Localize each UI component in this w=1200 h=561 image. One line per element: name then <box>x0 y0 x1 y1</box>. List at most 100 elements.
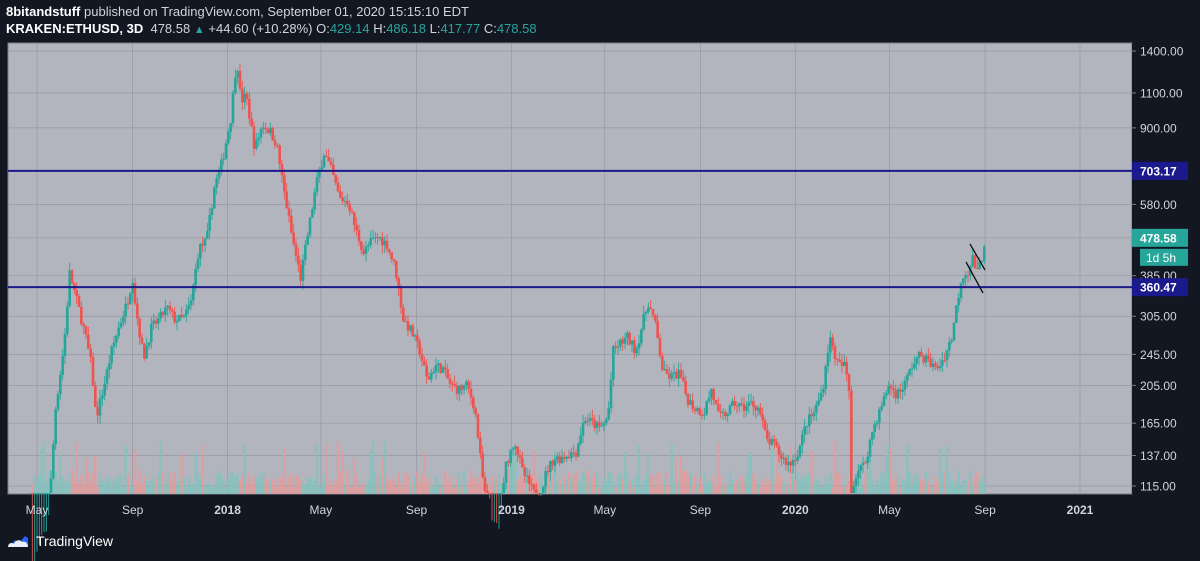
volume-bar <box>469 470 473 494</box>
candle-body <box>861 462 865 466</box>
volume-bar <box>378 474 382 494</box>
candle-body <box>381 236 384 246</box>
candle-body <box>483 477 487 491</box>
symbol-label[interactable]: KRAKEN:ETHUSD, 3D <box>6 21 144 36</box>
volume-bar <box>593 471 596 494</box>
volume-bar <box>826 483 830 494</box>
candle-body <box>311 209 314 218</box>
candle-body <box>91 356 95 386</box>
candle-body <box>924 355 928 363</box>
candle-body <box>327 157 330 162</box>
volume-bar <box>145 480 148 494</box>
last-price-label: 478.58 <box>1140 231 1177 245</box>
candle-body <box>616 346 620 348</box>
candle-body <box>178 314 181 321</box>
volume-bar <box>637 445 641 494</box>
volume-bar <box>705 484 708 494</box>
candle-body <box>336 182 340 192</box>
candle-body <box>383 240 386 246</box>
volume-bar <box>66 482 69 494</box>
volume-bar <box>738 482 741 494</box>
volume-bar <box>696 483 699 494</box>
volume-bar <box>931 487 935 494</box>
candle-body <box>647 307 650 312</box>
candle-body <box>234 77 237 93</box>
candle-body <box>161 311 165 315</box>
time-axis[interactable]: May Sep 2018 May Sep 2019 May Sep 2020 May Sep 2021 <box>26 503 1094 517</box>
horizontal-levels[interactable] <box>8 169 1132 289</box>
candle-body <box>588 418 592 422</box>
candle-body <box>654 315 657 321</box>
volume-bar <box>178 480 181 494</box>
candle-body <box>572 452 575 454</box>
price-axis-bg[interactable] <box>1132 43 1200 494</box>
candle-body <box>649 307 652 310</box>
volume-bar <box>103 481 106 494</box>
volume-bar <box>397 472 400 494</box>
volume-bar <box>47 471 50 494</box>
volume-bar <box>355 475 358 494</box>
volume-bar <box>880 472 883 494</box>
volume-bar <box>241 475 244 494</box>
symbol-info: KRAKEN:ETHUSD, 3D 478.58 ▲ +44.60 (+10.2… <box>6 21 537 36</box>
candle-body <box>833 346 837 359</box>
candle-body <box>509 449 512 463</box>
candle-body <box>843 361 846 366</box>
candle-body <box>199 243 202 259</box>
volume-bar <box>703 471 706 494</box>
candle-body <box>899 389 902 392</box>
volume-bar <box>292 487 295 494</box>
candle-body <box>889 385 893 389</box>
volume-bar <box>810 451 813 494</box>
candle-body <box>745 405 748 411</box>
candle-body <box>724 412 727 417</box>
volume-bar <box>194 453 197 494</box>
volume-bar <box>362 483 365 494</box>
candle-body <box>665 369 669 374</box>
candle-body <box>308 217 312 236</box>
candle-body <box>976 268 979 270</box>
volume-bar <box>465 487 468 494</box>
candle-body <box>511 448 515 450</box>
author-name[interactable]: 8bitandstuff <box>6 4 81 19</box>
candle-body <box>675 372 678 379</box>
candle-body <box>103 383 106 396</box>
tradingview-logo[interactable]: TradingView <box>6 533 113 549</box>
time-tick-label: Sep <box>406 503 428 517</box>
volume-bar <box>164 484 167 494</box>
volume-bar <box>105 480 109 494</box>
candle-body <box>686 393 690 405</box>
candle-body <box>915 357 918 364</box>
candle-body <box>87 334 90 349</box>
candle-body <box>607 408 610 420</box>
volume-bar <box>630 479 634 494</box>
volume-bar <box>87 471 90 494</box>
volume-bar <box>157 472 160 494</box>
volume-bar <box>761 481 764 494</box>
volume-bar <box>425 480 428 494</box>
candle-body <box>210 208 214 215</box>
candle-body <box>677 369 680 379</box>
volume-bar <box>511 452 515 494</box>
plot-area[interactable] <box>7 42 1133 495</box>
candle-body <box>910 368 914 370</box>
candle-body <box>346 200 349 205</box>
candle-body <box>852 485 855 493</box>
price-axis[interactable]: 1400.00 1100.00 900.00 703.17 580.00 478.58 1d… <box>1132 45 1188 494</box>
level-price-label: 360.47 <box>1140 281 1177 295</box>
volume-bar <box>96 487 99 494</box>
volume-bar <box>621 478 624 494</box>
candle-body <box>936 366 939 369</box>
volume-bar <box>952 485 956 494</box>
volume-bar <box>166 473 169 494</box>
time-tick-label: 2018 <box>214 503 241 517</box>
candle-body <box>934 363 937 367</box>
volume-bar <box>976 471 979 494</box>
volume-bar <box>712 476 715 494</box>
candle-body <box>885 393 888 396</box>
candle-body <box>220 159 223 170</box>
volume-bar <box>500 484 503 494</box>
volume-bar <box>971 485 974 494</box>
volume-bar <box>964 480 967 494</box>
